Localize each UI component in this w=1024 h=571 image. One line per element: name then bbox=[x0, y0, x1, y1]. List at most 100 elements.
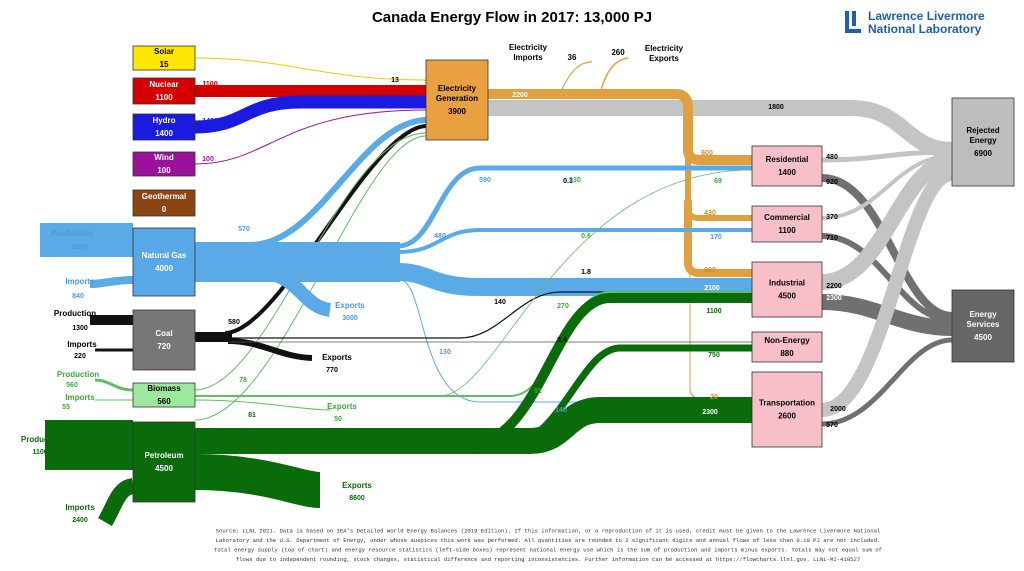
flow bbox=[488, 89, 752, 165]
flow bbox=[469, 293, 752, 449]
flow-label: 91 bbox=[534, 388, 542, 395]
flow bbox=[227, 338, 313, 361]
side-value: 3000 bbox=[342, 315, 358, 322]
side-label: Production bbox=[51, 229, 93, 238]
node-box bbox=[132, 421, 196, 503]
flow bbox=[439, 169, 753, 397]
node-box bbox=[132, 382, 196, 408]
side-value: 6200 bbox=[72, 244, 88, 251]
flow-label: 140 bbox=[555, 407, 567, 414]
flow bbox=[559, 61, 593, 95]
node-name: Solar bbox=[154, 47, 174, 56]
flow bbox=[599, 57, 629, 95]
flow-label: 270 bbox=[557, 303, 569, 310]
flow bbox=[821, 149, 953, 163]
side-value: 55 bbox=[62, 404, 70, 411]
footnote: flows due to independent rounding, stock… bbox=[236, 556, 860, 563]
flow bbox=[194, 57, 427, 81]
flow-label: 130 bbox=[439, 349, 451, 356]
side-value: 50 bbox=[334, 416, 342, 423]
flow-label: 370 bbox=[826, 214, 838, 221]
node-name: Rejected bbox=[966, 126, 999, 135]
flow-label: 170 bbox=[710, 234, 722, 241]
node-name: Services bbox=[967, 320, 1000, 329]
node-value: 880 bbox=[780, 349, 794, 358]
node-value: 1400 bbox=[155, 129, 173, 138]
footnote: Laboratory and the U.S. Department of En… bbox=[216, 537, 881, 544]
flow-label: 78 bbox=[239, 377, 247, 384]
labels: Solar15Nuclear1100Hydro1400Wind100Geothe… bbox=[21, 43, 1015, 563]
flow-label: 570 bbox=[826, 422, 838, 429]
footnote: Total energy supply (top of chart) and e… bbox=[214, 546, 882, 553]
side-label: Imports bbox=[67, 340, 97, 349]
footnote: Source: LLNL 2021. Data is based on IEA'… bbox=[216, 527, 881, 534]
flow bbox=[194, 109, 427, 165]
node-value: 560 bbox=[157, 397, 171, 406]
flow bbox=[194, 399, 331, 411]
flow bbox=[98, 478, 136, 527]
node-box bbox=[132, 309, 196, 371]
trade-value: 260 bbox=[611, 48, 625, 57]
flow bbox=[194, 454, 322, 508]
flow bbox=[397, 228, 752, 254]
flow-label: 750 bbox=[708, 352, 720, 359]
node-value: 6900 bbox=[974, 149, 992, 158]
node-box bbox=[132, 45, 196, 71]
node-box bbox=[751, 331, 823, 363]
logo: Lawrence Livermore National Laboratory bbox=[845, 9, 985, 36]
flow bbox=[195, 397, 752, 454]
node-value: 720 bbox=[157, 342, 171, 351]
side-label: Exports bbox=[335, 301, 365, 310]
trade-value: 36 bbox=[568, 53, 577, 62]
side-value: 220 bbox=[74, 353, 86, 360]
node-name: Industrial bbox=[769, 279, 805, 288]
node-value: 4500 bbox=[974, 333, 992, 342]
node-value: 1100 bbox=[155, 93, 173, 102]
logo-text: National Laboratory bbox=[868, 22, 982, 36]
flow bbox=[821, 337, 953, 427]
node-name: Geothermal bbox=[142, 192, 186, 201]
flow-label: 600 bbox=[701, 150, 713, 157]
node-box bbox=[751, 261, 823, 318]
flow-label: 710 bbox=[826, 235, 838, 242]
flow-label: 570 bbox=[238, 226, 250, 233]
flow-label: 580 bbox=[228, 319, 240, 326]
flow-label: 590 bbox=[479, 177, 491, 184]
flow-label: 2200 bbox=[826, 283, 842, 290]
node-box bbox=[132, 151, 196, 177]
flow-label: 1100 bbox=[202, 81, 217, 88]
side-label: Imports bbox=[65, 277, 95, 286]
flow-label: 81 bbox=[248, 412, 256, 419]
node-name: Petroleum bbox=[144, 451, 183, 460]
flow-label: 920 bbox=[826, 179, 838, 186]
flow-label: 0.3 bbox=[563, 178, 573, 185]
side-value: 840 bbox=[72, 293, 84, 300]
side-label: Exports bbox=[342, 481, 372, 490]
side-value: 11000 bbox=[32, 449, 51, 456]
node-name: Coal bbox=[155, 329, 172, 338]
node-name: Non-Energy bbox=[764, 336, 810, 345]
side-label: Production bbox=[21, 435, 63, 444]
node-name: Commercial bbox=[764, 213, 810, 222]
logo-mark bbox=[845, 29, 861, 33]
side-label: Production bbox=[57, 370, 99, 379]
flow-label: 2200 bbox=[512, 92, 528, 99]
flow-label: 13 bbox=[391, 77, 399, 84]
node-name: Hydro bbox=[152, 116, 175, 125]
flow bbox=[399, 279, 752, 403]
node-box bbox=[951, 97, 1015, 187]
node-box bbox=[751, 205, 823, 243]
flow bbox=[230, 291, 752, 339]
node-name: Generation bbox=[436, 94, 478, 103]
flows bbox=[40, 57, 954, 527]
node-box bbox=[425, 59, 489, 141]
flow bbox=[94, 378, 134, 392]
trade-label: Exports bbox=[649, 54, 679, 63]
flow bbox=[397, 263, 752, 296]
logo-mark bbox=[845, 11, 849, 33]
node-name: Biomass bbox=[147, 384, 181, 393]
flow-label: 480 bbox=[826, 154, 838, 161]
flow bbox=[89, 276, 134, 288]
node-name: Electricity bbox=[438, 84, 477, 93]
